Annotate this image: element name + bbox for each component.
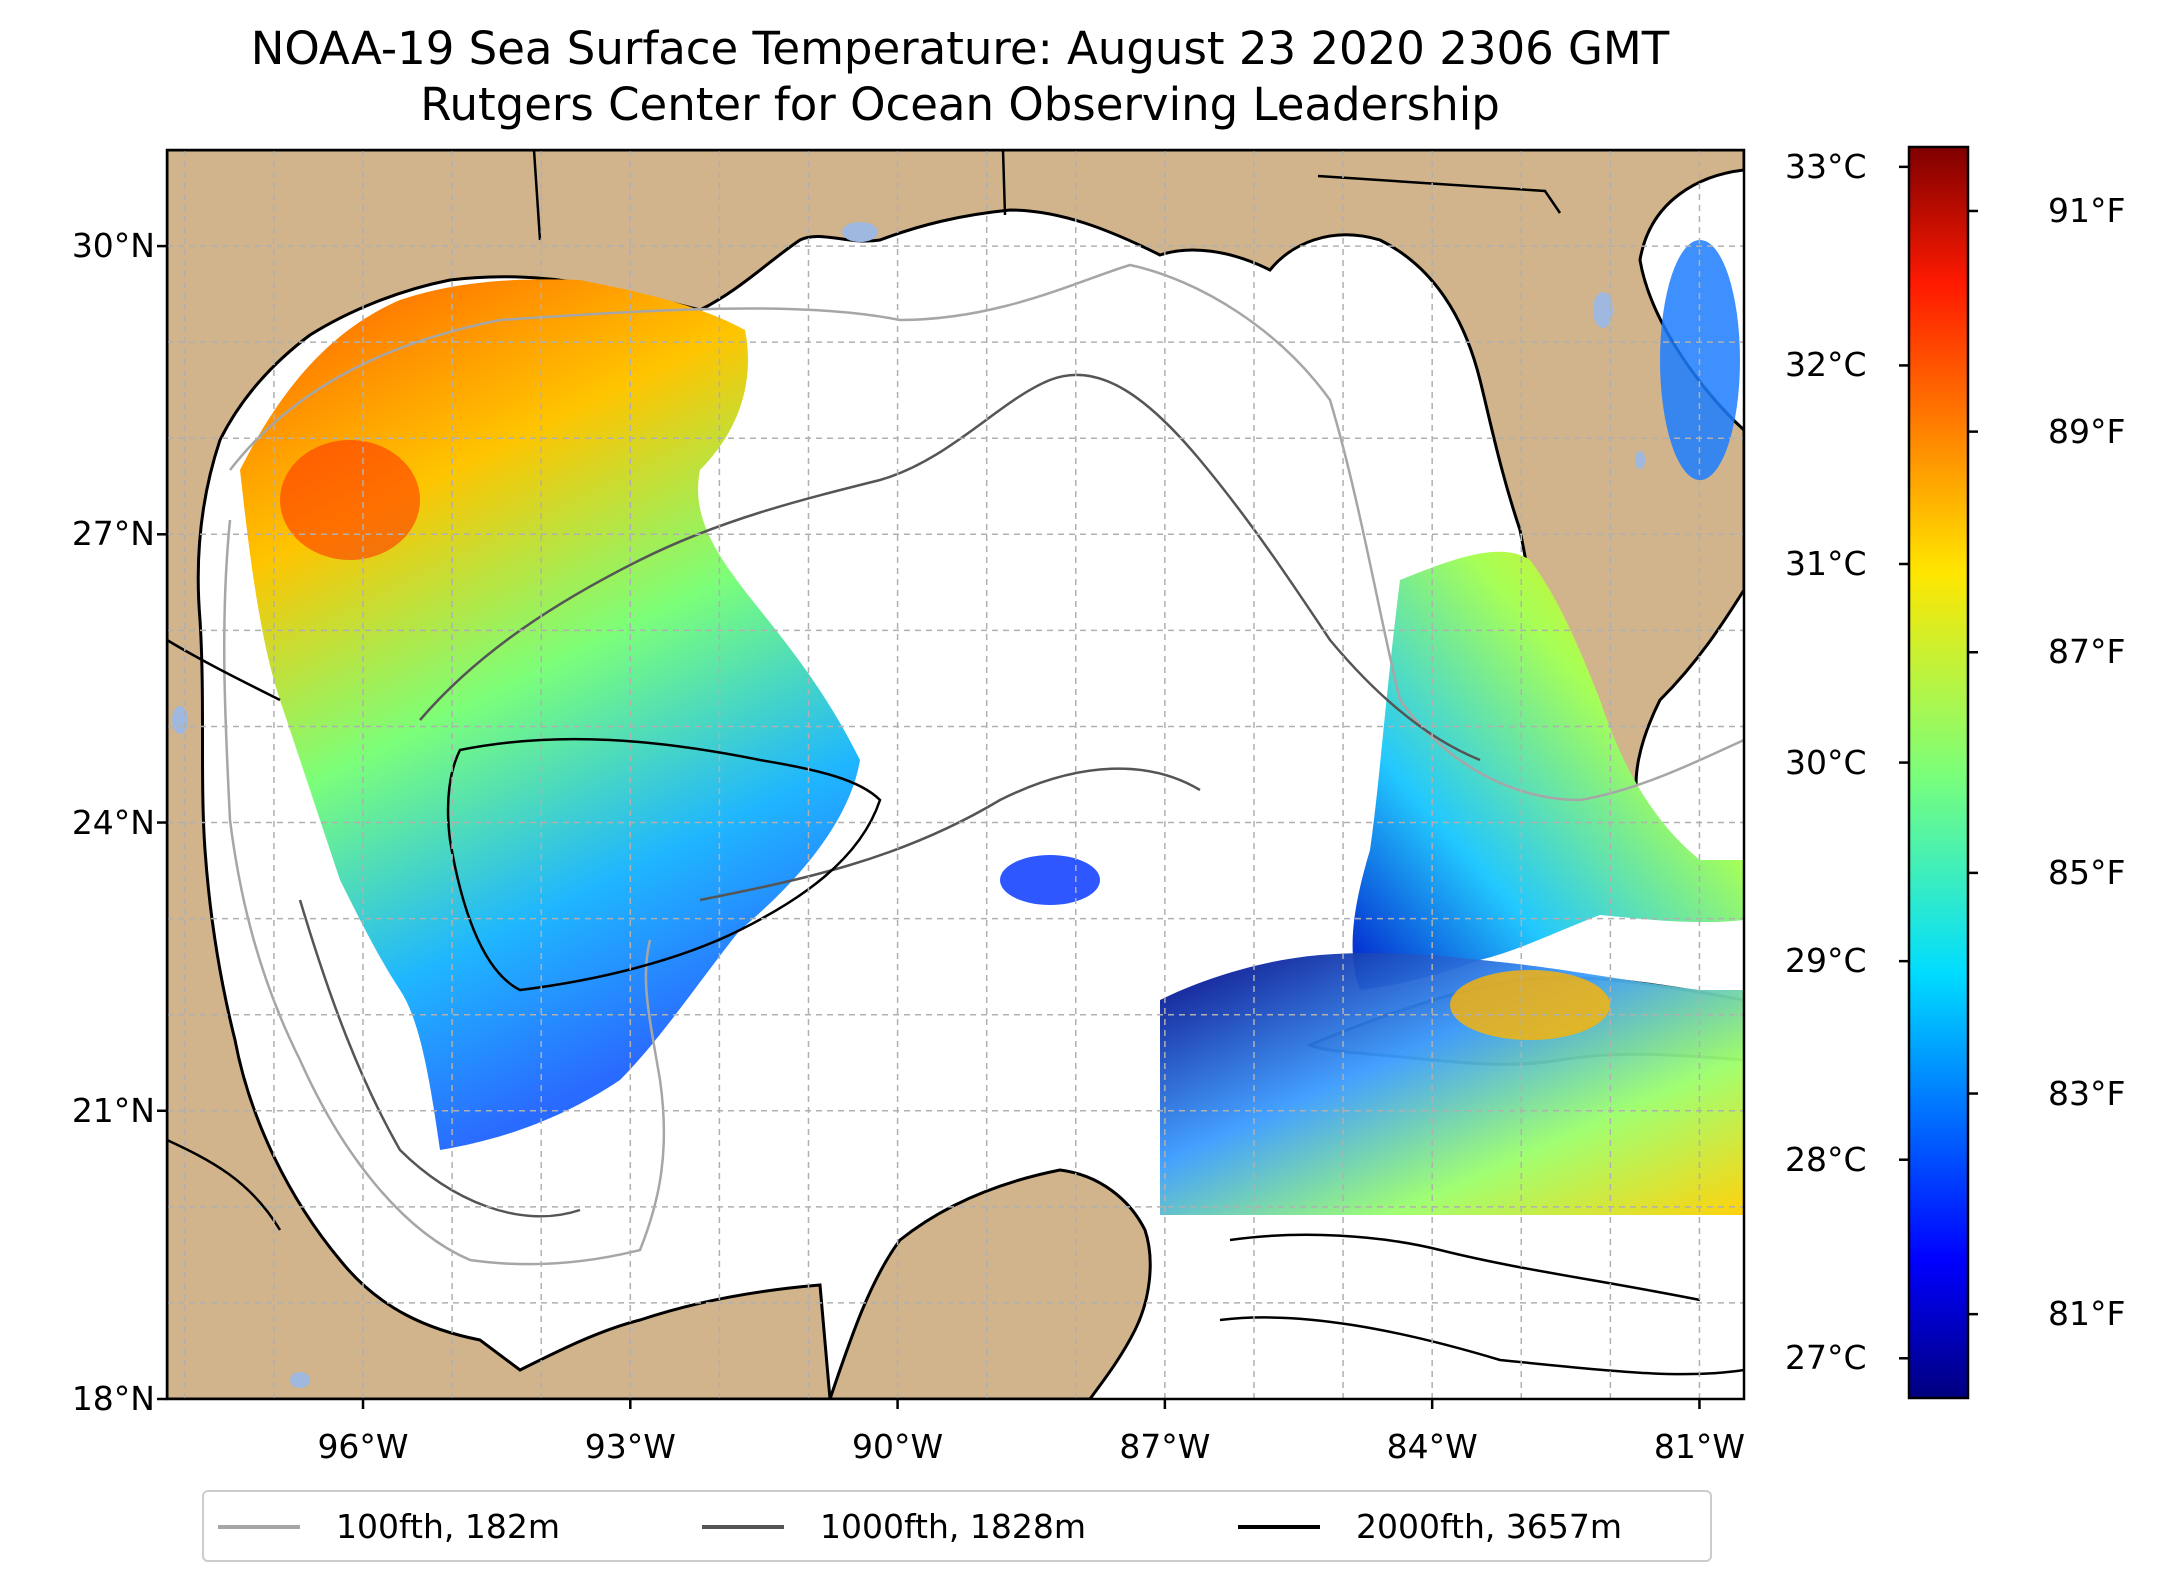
lon-tick-label: 93°W — [584, 1427, 676, 1466]
colorbar-fahrenheit-label: 85°F — [2048, 852, 2126, 892]
lon-tick-label: 81°W — [1653, 1427, 1745, 1466]
legend-label-1000fth: 1000fth, 1828m — [820, 1507, 1086, 1546]
sst-swath-east — [1352, 551, 1744, 990]
lat-tick-label: 21°N — [71, 1090, 155, 1130]
legend-swatch-2000fth — [1238, 1525, 1320, 1529]
colorbar-celsius-label: 32°C — [1785, 345, 1867, 385]
colorbar-celsius-label: 27°C — [1785, 1338, 1867, 1378]
lakes — [172, 222, 1645, 1388]
lon-tick-label: 96°W — [317, 1427, 409, 1466]
colorbar — [1907, 145, 1970, 1400]
legend-label-2000fth: 2000fth, 3657m — [1356, 1507, 1622, 1546]
legend-swatch-1000fth — [702, 1525, 784, 1529]
colorbar-fahrenheit-label: 87°F — [2048, 632, 2126, 672]
colorbar-fahrenheit-label: 81°F — [2048, 1294, 2126, 1334]
lon-tick-label: 84°W — [1386, 1427, 1478, 1466]
legend-label-100fth: 100fth, 182m — [336, 1507, 560, 1546]
sst-swath-south — [1160, 952, 1744, 1215]
sst-patch-cuba-warm — [1450, 970, 1610, 1040]
chart-title: NOAA-19 Sea Surface Temperature: August … — [250, 22, 1670, 75]
contour-1000fth — [298, 373, 1481, 1218]
colorbar-fahrenheit-label: 83°F — [2048, 1073, 2126, 1113]
lat-tick-label: 27°N — [71, 514, 155, 554]
lon-tick-label: 87°W — [1119, 1427, 1211, 1466]
map-frame — [165, 148, 1746, 1401]
bathymetry-legend: 100fth, 182m 1000fth, 1828m 2000fth, 365… — [202, 1490, 1712, 1562]
state-borders — [167, 150, 1562, 1231]
colorbar-celsius-label: 28°C — [1785, 1139, 1867, 1179]
colorbar-celsius-label: 29°C — [1785, 941, 1867, 981]
sst-patch-texas-hot — [280, 440, 420, 560]
legend-swatch-100fth — [218, 1525, 300, 1529]
sst-patch-central-blue — [1000, 855, 1100, 905]
gridlines — [167, 150, 1744, 1399]
lon-tick-label: 90°W — [852, 1427, 944, 1466]
colorbar-celsius-label: 31°C — [1785, 544, 1867, 583]
colorbar-tick-marks — [1899, 165, 1978, 1360]
colorbar-fahrenheit-label: 89°F — [2048, 411, 2126, 451]
map-tick-marks — [157, 244, 1701, 1409]
colorbar-celsius-label: 30°C — [1785, 742, 1867, 782]
chart-subtitle: Rutgers Center for Ocean Observing Leade… — [420, 78, 1500, 131]
lat-tick-label: 18°N — [71, 1379, 155, 1418]
lat-tick-label: 24°N — [71, 802, 155, 842]
land-yucatan — [828, 1168, 1152, 1399]
lat-tick-label: 30°N — [71, 226, 155, 266]
colorbar-fahrenheit-label: 91°F — [2048, 190, 2126, 230]
sst-swaths — [240, 240, 1744, 1215]
contour-2000fth — [446, 737, 1744, 1376]
colorbar-celsius-label: 33°C — [1785, 146, 1867, 186]
